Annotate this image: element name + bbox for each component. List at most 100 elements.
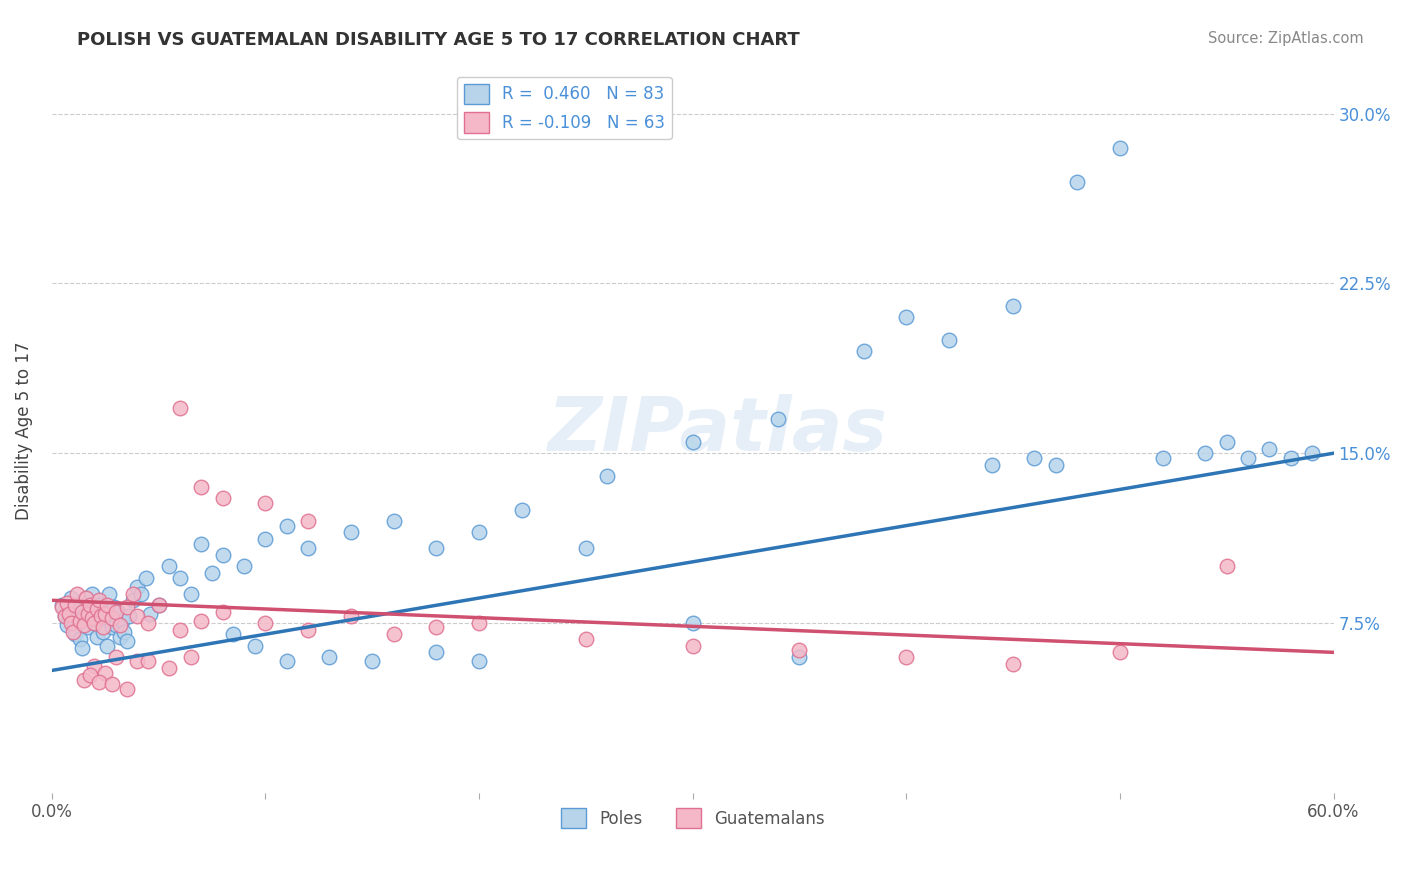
Point [103, 600, 125, 615]
Point [83, 615, 105, 630]
Point [148, 598, 170, 612]
Point [66, 611, 89, 625]
Point [136, 654, 159, 668]
Point [65, 598, 87, 612]
Point [297, 623, 319, 637]
Y-axis label: Disability Age 5 to 17: Disability Age 5 to 17 [15, 342, 32, 520]
Point [104, 605, 127, 619]
Point [122, 593, 145, 607]
Point [108, 618, 131, 632]
Point [1279, 450, 1302, 465]
Point [1066, 175, 1088, 189]
Point [1301, 446, 1323, 460]
Point [86, 630, 108, 644]
Point [169, 571, 191, 585]
Point [254, 615, 277, 630]
Text: Source: ZipAtlas.com: Source: ZipAtlas.com [1208, 31, 1364, 46]
Point [83, 615, 105, 630]
Point [51, 600, 73, 615]
Point [468, 525, 491, 540]
Point [682, 434, 704, 449]
Text: ZIPatlas: ZIPatlas [548, 394, 889, 467]
Point [575, 632, 598, 646]
Point [65, 627, 87, 641]
Point [91, 625, 114, 640]
Point [77, 620, 100, 634]
Point [276, 518, 298, 533]
Point [55, 596, 77, 610]
Point [243, 639, 266, 653]
Point [190, 614, 212, 628]
Point [1109, 645, 1132, 659]
Point [190, 480, 212, 494]
Point [789, 643, 811, 657]
Point [157, 559, 180, 574]
Point [59, 615, 82, 630]
Point [682, 639, 704, 653]
Point [425, 541, 447, 556]
Point [100, 620, 122, 634]
Point [51, 598, 73, 612]
Point [1024, 450, 1046, 465]
Point [201, 566, 224, 581]
Point [190, 537, 212, 551]
Point [115, 600, 138, 615]
Point [468, 615, 491, 630]
Legend: Poles, Guatemalans: Poles, Guatemalans [554, 801, 831, 835]
Point [254, 496, 277, 510]
Point [69, 614, 91, 628]
Point [1002, 657, 1025, 671]
Point [254, 532, 277, 546]
Point [98, 586, 121, 600]
Point [83, 659, 105, 673]
Point [79, 668, 101, 682]
Point [1045, 458, 1067, 472]
Point [510, 503, 533, 517]
Point [73, 607, 96, 621]
Point [682, 615, 704, 630]
Point [297, 514, 319, 528]
Point [136, 615, 159, 630]
Point [157, 661, 180, 675]
Point [766, 412, 789, 426]
Point [896, 649, 918, 664]
Point [180, 586, 202, 600]
Point [340, 525, 363, 540]
Point [58, 607, 80, 621]
Point [340, 609, 363, 624]
Point [1194, 446, 1216, 460]
Point [62, 615, 84, 630]
Point [87, 593, 110, 607]
Point [79, 598, 101, 612]
Point [73, 618, 96, 632]
Point [107, 605, 129, 619]
Point [87, 674, 110, 689]
Point [79, 602, 101, 616]
Point [82, 611, 104, 625]
Point [1258, 442, 1281, 456]
Point [94, 607, 117, 621]
Point [1152, 450, 1174, 465]
Point [131, 586, 153, 600]
Point [55, 618, 77, 632]
Point [276, 654, 298, 668]
Point [127, 609, 149, 624]
Point [222, 627, 245, 641]
Point [233, 559, 256, 574]
Point [382, 514, 405, 528]
Point [425, 645, 447, 659]
Point [91, 620, 114, 634]
Point [169, 623, 191, 637]
Point [1215, 434, 1237, 449]
Point [94, 665, 117, 680]
Point [108, 630, 131, 644]
Point [122, 586, 145, 600]
Point [135, 571, 157, 585]
Point [852, 344, 875, 359]
Point [90, 609, 112, 624]
Point [73, 673, 96, 687]
Point [100, 611, 122, 625]
Point [66, 586, 89, 600]
Point [82, 586, 104, 600]
Point [58, 605, 80, 619]
